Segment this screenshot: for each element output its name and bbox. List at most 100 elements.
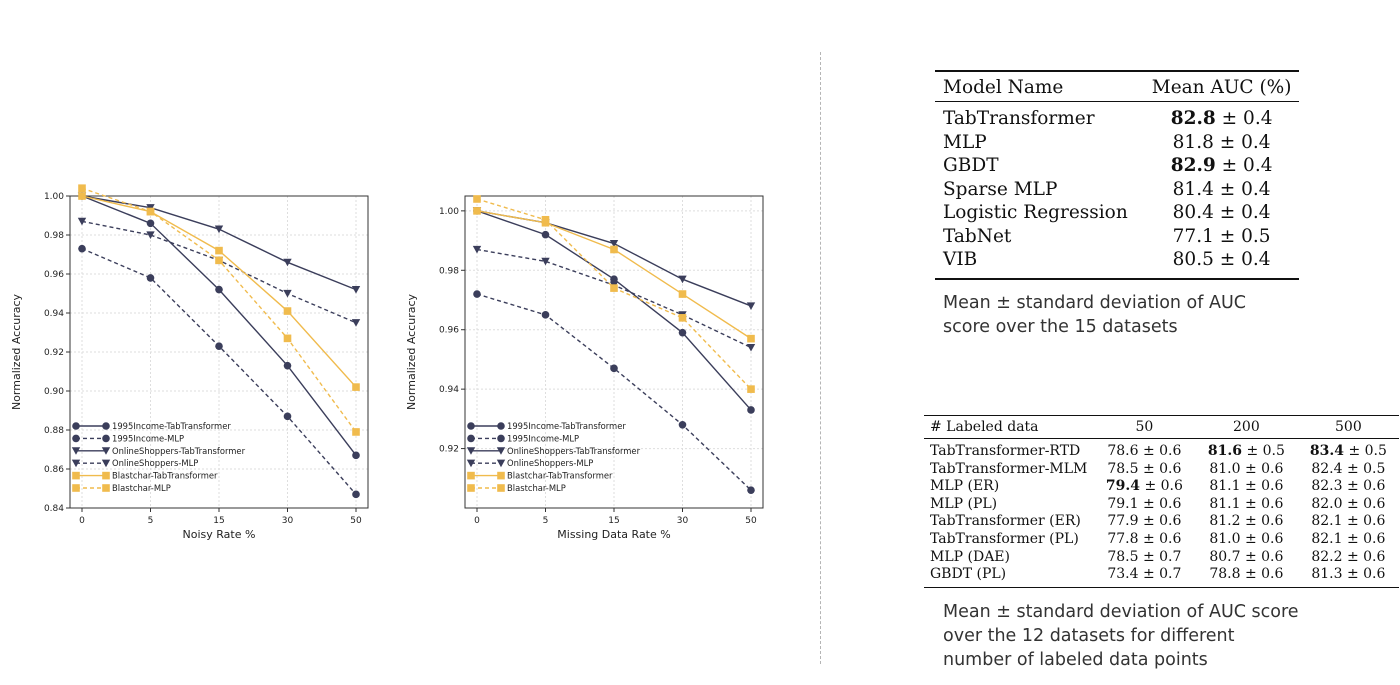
section-divider xyxy=(820,52,821,664)
score-value: 81.0 xyxy=(1209,530,1241,547)
data-point xyxy=(678,314,687,322)
mean-auc-table: Model Name Mean AUC (%) TabTransformer 82… xyxy=(935,70,1300,280)
score-cell: 81.1 ± 0.6 xyxy=(1195,478,1297,496)
auc-table-row: TabNet 77.1 ± 0.5 xyxy=(935,225,1299,249)
score-value: 78.8 xyxy=(1209,566,1241,583)
series-onlineshoppers-tabtransformer xyxy=(77,192,361,294)
data-point xyxy=(283,412,292,421)
labeled-table-row: MLP (DAE) 78.5 ± 0.7 80.7 ± 0.6 82.2 ± 0.6 xyxy=(924,549,1399,567)
noisy-rate-chart: 0 5 15 30 50 0.84 0.86 0.88 0.90 0.92 0.94 0.96 0.98… xyxy=(10,184,369,540)
labeled-table-row: GBDT (PL) 73.4 ± 0.7 78.8 ± 0.6 81.3 ± 0.6 xyxy=(924,566,1400,588)
data-point xyxy=(283,258,292,267)
legend-marker xyxy=(467,471,475,480)
score-cell: 78.8 ± 0.6 xyxy=(1195,566,1298,588)
data-point xyxy=(472,245,482,254)
data-point xyxy=(78,192,86,200)
score-value: 81.3 xyxy=(1311,566,1343,583)
model-name-cell: TabTransformer-MLM xyxy=(930,460,1088,477)
model-name-cell: MLP (PL) xyxy=(930,495,998,512)
data-point xyxy=(473,290,481,298)
score-cell: 81.3 ± 0.6 xyxy=(1297,566,1400,588)
score-std: ± 0.6 xyxy=(1144,478,1183,495)
data-point xyxy=(678,275,687,284)
score-value: 78.5 xyxy=(1107,460,1139,477)
model-name-cell: TabTransformer xyxy=(943,108,1095,129)
auc-std: ± 0.4 xyxy=(1221,155,1273,176)
score-value: 82.2 xyxy=(1311,548,1343,565)
score-cell: 82.1 ± 0.6 xyxy=(1297,531,1399,549)
score-std: ± 0.6 xyxy=(1142,513,1182,530)
series-blastchar-tabtransformer xyxy=(473,207,755,343)
score-std: ± 0.6 xyxy=(1244,460,1284,477)
model-name-cell: TabTransformer (ER) xyxy=(930,513,1081,530)
score-std: ± 0.6 xyxy=(1142,495,1182,512)
legend-label: Blastchar-MLP xyxy=(112,483,171,493)
score-value: 82.0 xyxy=(1311,495,1343,512)
y-tick-label: 0.92 xyxy=(44,348,64,358)
score-cell: 81.0 ± 0.6 xyxy=(1195,531,1297,549)
auc-value: 82.9 xyxy=(1170,155,1216,176)
data-point xyxy=(473,195,481,203)
auc-table-row: VIB 80.5 ± 0.4 xyxy=(935,248,1300,280)
y-tick-label: 0.94 xyxy=(44,309,64,319)
data-point xyxy=(146,231,155,239)
legend-marker xyxy=(71,459,81,468)
legend-marker xyxy=(72,471,80,480)
model-name-cell: TabTransformer-RTD xyxy=(930,443,1081,459)
auc-table-header: Model Name Mean AUC (%) xyxy=(935,70,1300,102)
series-1995income-mlp xyxy=(78,244,360,499)
score-value: 77.9 xyxy=(1107,513,1139,530)
legend-marker xyxy=(497,422,505,430)
legend-marker xyxy=(72,484,80,492)
legend-label: 1995Income-MLP xyxy=(112,433,184,443)
legend-marker xyxy=(102,434,110,443)
y-tick-label: 0.98 xyxy=(44,231,64,241)
score-value: 81.6 xyxy=(1207,443,1242,459)
x-tick-label: 30 xyxy=(282,516,294,526)
y-tick-label: 0.94 xyxy=(439,385,459,395)
legend-label: 1995Income-MLP xyxy=(507,433,579,443)
score-cell: 82.4 ± 0.5 xyxy=(1297,461,1399,479)
data-point xyxy=(678,421,687,429)
score-std: ± 0.6 xyxy=(1244,478,1284,495)
legend-marker xyxy=(497,434,505,443)
data-point xyxy=(610,245,618,254)
data-point xyxy=(473,207,481,215)
series-line xyxy=(476,210,752,340)
score-value: 80.7 xyxy=(1209,548,1241,565)
data-point xyxy=(352,490,360,499)
score-cell: 82.2 ± 0.6 xyxy=(1297,549,1399,567)
data-point xyxy=(283,361,292,370)
data-point xyxy=(215,246,223,255)
model-name-cell: MLP xyxy=(943,131,987,153)
data-point xyxy=(747,486,755,494)
data-point xyxy=(214,225,224,234)
legend-marker xyxy=(102,471,110,480)
data-point xyxy=(78,184,86,192)
y-tick-label: 0.84 xyxy=(44,504,64,514)
legend-marker xyxy=(496,447,506,455)
auc-std: ± 0.4 xyxy=(1219,202,1271,223)
score-value: 81.2 xyxy=(1209,513,1241,530)
score-std: ± 0.6 xyxy=(1142,443,1182,459)
data-point xyxy=(351,319,361,327)
auc-value: 77.1 xyxy=(1172,225,1214,247)
score-value: 77.8 xyxy=(1107,530,1139,547)
auc-std: ± 0.4 xyxy=(1219,178,1271,200)
data-point xyxy=(283,289,292,298)
data-point xyxy=(678,328,687,337)
score-std: ± 0.5 xyxy=(1348,443,1387,459)
data-point xyxy=(78,244,86,253)
model-name-cell: Logistic Regression xyxy=(943,202,1128,223)
data-point xyxy=(746,343,756,352)
data-point xyxy=(351,286,361,294)
score-std: ± 0.6 xyxy=(1244,495,1284,512)
auc-table-row: MLP 81.8 ± 0.4 xyxy=(935,131,1299,155)
score-cell: 80.7 ± 0.6 xyxy=(1195,549,1297,567)
header-200: 200 xyxy=(1195,415,1298,439)
legend-marker xyxy=(102,422,110,430)
data-point xyxy=(146,274,155,282)
x-tick-label: 50 xyxy=(350,516,362,526)
legend-label: Blastchar-TabTransformer xyxy=(507,471,613,481)
score-std: ± 0.7 xyxy=(1142,566,1182,583)
